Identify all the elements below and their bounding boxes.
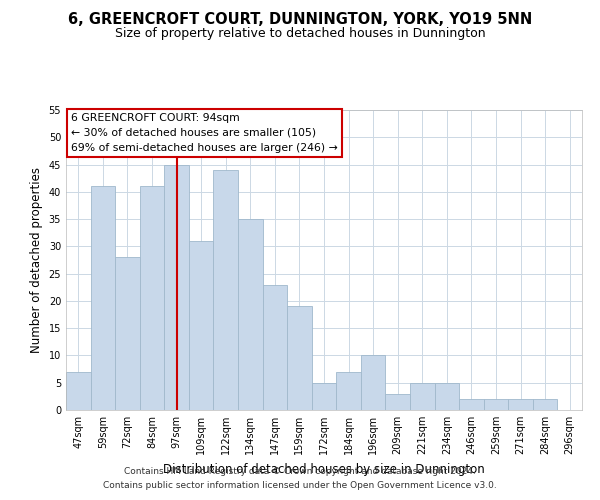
Bar <box>385 394 410 410</box>
Y-axis label: Number of detached properties: Number of detached properties <box>30 167 43 353</box>
Bar <box>410 382 434 410</box>
Bar <box>66 372 91 410</box>
Bar <box>533 399 557 410</box>
Text: Contains HM Land Registry data © Crown copyright and database right 2024.: Contains HM Land Registry data © Crown c… <box>124 467 476 476</box>
Bar <box>336 372 361 410</box>
Bar <box>459 399 484 410</box>
Text: Size of property relative to detached houses in Dunnington: Size of property relative to detached ho… <box>115 28 485 40</box>
Text: 6, GREENCROFT COURT, DUNNINGTON, YORK, YO19 5NN: 6, GREENCROFT COURT, DUNNINGTON, YORK, Y… <box>68 12 532 28</box>
Bar <box>287 306 312 410</box>
X-axis label: Distribution of detached houses by size in Dunnington: Distribution of detached houses by size … <box>163 462 485 475</box>
Bar <box>361 356 385 410</box>
Bar <box>115 258 140 410</box>
Text: Contains public sector information licensed under the Open Government Licence v3: Contains public sector information licen… <box>103 481 497 490</box>
Bar <box>189 241 214 410</box>
Bar <box>508 399 533 410</box>
Bar <box>263 284 287 410</box>
Bar <box>214 170 238 410</box>
Text: 6 GREENCROFT COURT: 94sqm
← 30% of detached houses are smaller (105)
69% of semi: 6 GREENCROFT COURT: 94sqm ← 30% of detac… <box>71 113 338 152</box>
Bar <box>140 186 164 410</box>
Bar <box>312 382 336 410</box>
Bar <box>484 399 508 410</box>
Bar <box>91 186 115 410</box>
Bar <box>164 164 189 410</box>
Bar <box>238 219 263 410</box>
Bar <box>434 382 459 410</box>
